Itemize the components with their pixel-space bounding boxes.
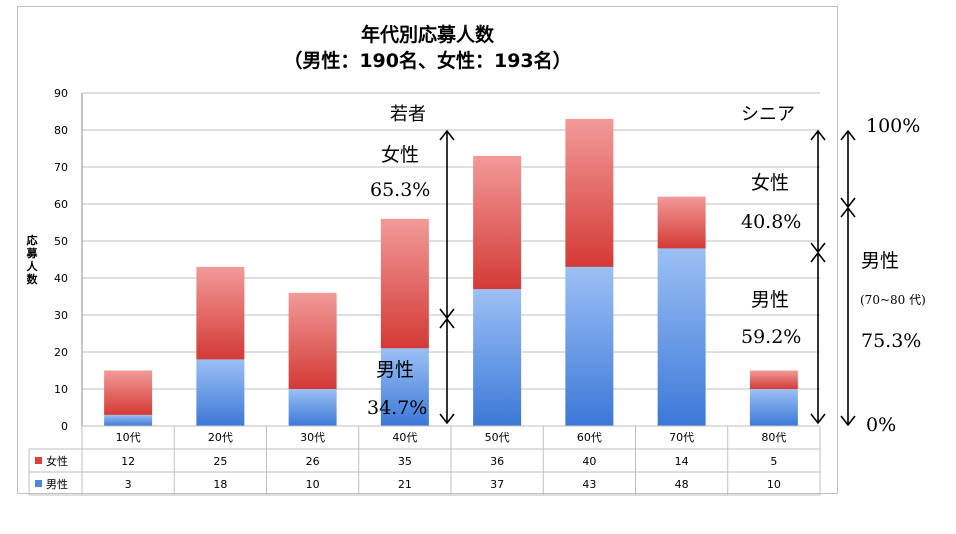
legend-label: 男性 bbox=[46, 477, 68, 491]
table-cell-value: 3 bbox=[125, 478, 132, 491]
x-tick-label: 10代 bbox=[116, 431, 141, 444]
senior-male-label: 男性 bbox=[751, 289, 790, 311]
y-tick-label: 90 bbox=[54, 87, 68, 100]
table-cell-value: 10 bbox=[306, 478, 320, 491]
senior-female-label: 女性 bbox=[751, 172, 790, 194]
legend-key-female bbox=[35, 457, 42, 464]
young-arrow-head-bottom bbox=[439, 413, 455, 425]
table-cell-value: 35 bbox=[398, 455, 412, 468]
bar-female-6 bbox=[565, 118, 614, 267]
y-tick-label: 70 bbox=[54, 161, 68, 174]
bar-male-8 bbox=[749, 389, 798, 426]
x-tick-label: 20代 bbox=[208, 431, 233, 444]
senior-arrow-head-top bbox=[810, 129, 826, 141]
y-tick-label: 30 bbox=[54, 309, 68, 322]
table-cell-value: 36 bbox=[490, 455, 504, 468]
bar-female-1 bbox=[104, 370, 153, 415]
bar-female-3 bbox=[288, 292, 337, 389]
scale-male-label: 男性 bbox=[861, 250, 900, 272]
table-cell-value: 12 bbox=[121, 455, 135, 468]
x-tick-label: 50代 bbox=[485, 431, 510, 444]
bar-female-2 bbox=[196, 266, 245, 360]
scale-male-range: (70~80 代) bbox=[860, 293, 926, 307]
table-cell-value: 25 bbox=[213, 455, 227, 468]
y-tick-label: 10 bbox=[54, 383, 68, 396]
scale-male-pct: 75.3% bbox=[861, 330, 922, 352]
x-tick-label: 70代 bbox=[669, 431, 694, 444]
bar-female-8 bbox=[749, 370, 798, 389]
bar-female-4 bbox=[380, 218, 429, 349]
table-cell-value: 48 bbox=[675, 478, 689, 491]
table-cell-value: 5 bbox=[770, 455, 777, 468]
y-axis-label: 応募人数 bbox=[26, 234, 38, 286]
bar-female-5 bbox=[473, 155, 522, 290]
young-arrow-head-top bbox=[439, 129, 455, 141]
young-male-label: 男性 bbox=[376, 359, 415, 381]
bar-male-3 bbox=[288, 389, 337, 426]
young-male-pct: 34.7% bbox=[367, 397, 428, 419]
table-cell-value: 26 bbox=[306, 455, 320, 468]
young-female-pct: 65.3% bbox=[370, 179, 431, 201]
chart-title: 年代別応募人数 bbox=[360, 24, 494, 46]
scale-bottom-label: 0% bbox=[866, 414, 897, 436]
bar-female-7 bbox=[657, 196, 706, 249]
bar-male-5 bbox=[473, 289, 522, 426]
bar-male-1 bbox=[104, 414, 153, 426]
y-tick-label: 0 bbox=[61, 420, 68, 433]
senior-male-pct: 59.2% bbox=[741, 326, 802, 348]
senior-group-label: シニア bbox=[741, 104, 795, 125]
chart-subtitle: （男性：190名、女性：193名） bbox=[283, 50, 572, 72]
bar-male-7 bbox=[657, 248, 706, 426]
y-tick-label: 20 bbox=[54, 346, 68, 359]
table-cell-value: 10 bbox=[767, 478, 781, 491]
y-tick-label: 50 bbox=[54, 235, 68, 248]
young-group-label: 若者 bbox=[390, 104, 426, 125]
legend-label: 女性 bbox=[46, 454, 68, 468]
y-tick-label: 40 bbox=[54, 272, 68, 285]
table-cell-value: 14 bbox=[675, 455, 689, 468]
scale-top-label: 100% bbox=[866, 115, 921, 137]
bar-male-2 bbox=[196, 359, 245, 426]
x-tick-label: 30代 bbox=[300, 431, 325, 444]
x-tick-label: 40代 bbox=[392, 431, 417, 444]
table-cell-value: 43 bbox=[582, 478, 596, 491]
x-tick-label: 60代 bbox=[577, 431, 602, 444]
scale-arrow-head-bottom bbox=[840, 415, 856, 427]
y-tick-label: 80 bbox=[54, 124, 68, 137]
young-female-label: 女性 bbox=[381, 144, 420, 166]
x-tick-label: 80代 bbox=[761, 431, 786, 444]
senior-arrow-head-bottom bbox=[810, 413, 826, 425]
table-cell-value: 37 bbox=[490, 478, 504, 491]
table-cell-value: 21 bbox=[398, 478, 412, 491]
legend-key-male bbox=[35, 480, 42, 487]
y-tick-label: 60 bbox=[54, 198, 68, 211]
bar-male-6 bbox=[565, 266, 614, 426]
senior-female-pct: 40.8% bbox=[741, 211, 802, 233]
table-cell-value: 40 bbox=[582, 455, 596, 468]
bar-male-4 bbox=[380, 348, 429, 426]
table-cell-value: 18 bbox=[213, 478, 227, 491]
scale-arrow-head-top bbox=[840, 129, 856, 141]
